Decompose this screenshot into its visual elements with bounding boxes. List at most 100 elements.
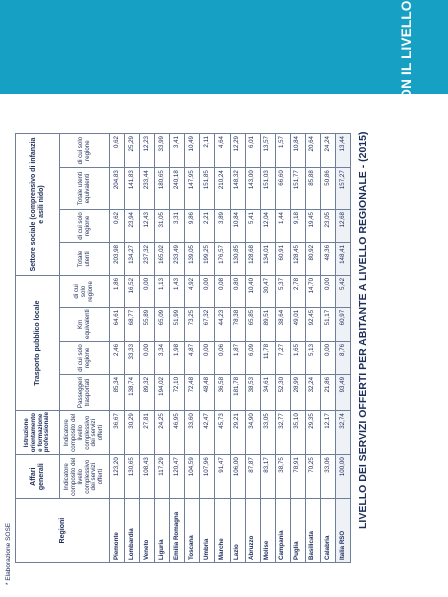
table-cell: 36,67 <box>109 410 125 455</box>
table-cell: 80,92 <box>305 242 321 276</box>
table-cell: 3,89 <box>214 209 230 243</box>
table-cell: 49,01 <box>290 307 306 342</box>
sub-header-1: Indicatore composito del livello comples… <box>59 410 110 455</box>
table-cell: 1,65 <box>290 341 306 375</box>
table-cell: 4,92 <box>184 275 200 308</box>
table-cell: 151,77 <box>290 167 306 210</box>
table-cell: 4,64 <box>214 133 230 168</box>
region-name: Liguria <box>154 498 170 563</box>
sub-header-row: Indicatore composito del livello comples… <box>59 133 110 563</box>
table-cell: 151,03 <box>260 167 276 210</box>
table-cell: 1,87 <box>230 341 246 375</box>
table-cell: 30,47 <box>260 275 276 308</box>
table-cell: 12,68 <box>335 209 351 243</box>
table-cell: 32,77 <box>275 410 291 455</box>
sub-header-2: Passeggeri trasportati <box>59 374 110 411</box>
header-sociale: Settore sociale (comprensivo di infanzia… <box>15 133 60 276</box>
table-cell: 151,85 <box>199 167 215 210</box>
table-cell: 100,00 <box>335 454 351 499</box>
table-row: Abruzzo 87,87 34,90 38,53 6,09 65,85 10,40 128,… <box>245 133 261 563</box>
table-cell: 123,20 <box>109 454 125 499</box>
table-cell: 128,68 <box>245 242 261 276</box>
table-cell: 91,47 <box>214 454 230 499</box>
table-cell: 38,64 <box>275 307 291 342</box>
table-cell: 134,27 <box>124 242 140 276</box>
table-body: Piemonte 123,20 36,67 85,34 2,46 64,61 1,86 203… <box>109 133 351 563</box>
table-cell: 233,44 <box>139 167 155 210</box>
table-cell: 66,60 <box>275 167 291 210</box>
table-row: Marche 91,47 45,73 36,58 0,06 44,23 0,08 176,57… <box>214 133 230 563</box>
table-cell: 0,00 <box>320 275 336 308</box>
table-cell: 5,13 <box>305 341 321 375</box>
region-name: Marche <box>214 498 230 563</box>
table-cell: 32,74 <box>335 410 351 455</box>
table-row: Puglia 78,91 35,10 28,99 1,65 49,01 2,78 128,45… <box>290 133 306 563</box>
region-name: Umbria <box>199 498 215 563</box>
table-cell: 104,59 <box>184 454 200 499</box>
table-cell: 143,00 <box>245 167 261 210</box>
table-cell: 139,05 <box>184 242 200 276</box>
table-cell: 107,96 <box>199 454 215 499</box>
table-cell: 0,06 <box>214 341 230 375</box>
table-cell: 48,48 <box>199 374 215 411</box>
table-cell: 55,89 <box>139 307 155 342</box>
sub-header-6: Totale utenti <box>59 242 110 276</box>
table-cell: 0,00 <box>320 341 336 375</box>
table-row: Lombardia 130,65 30,29 138,74 33,33 68,77 16,5… <box>124 133 140 563</box>
table-cell: 108,43 <box>139 454 155 499</box>
table-cell: 4,87 <box>184 341 200 375</box>
table-cell: 12,17 <box>320 410 336 455</box>
region-name: Molise <box>260 498 276 563</box>
table-cell: 64,61 <box>109 307 125 342</box>
table-cell: 11,78 <box>260 341 276 375</box>
table-cell: 2,11 <box>199 133 215 168</box>
table-cell: 0,00 <box>139 341 155 375</box>
table-cell: 1,57 <box>275 133 291 168</box>
table-cell: 9,86 <box>184 209 200 243</box>
table-cell: 78,38 <box>230 307 246 342</box>
table-cell: 42,47 <box>199 410 215 455</box>
region-name: Campania <box>275 498 291 563</box>
table-cell: 210,24 <box>214 167 230 210</box>
region-name: Piemonte <box>109 498 125 563</box>
table-cell: 12,29 <box>230 133 246 168</box>
table-cell: 16,52 <box>124 275 140 308</box>
table-cell: 23,05 <box>320 209 336 243</box>
sub-header-9: di cui solo regione <box>59 133 110 168</box>
table-cell: 3,31 <box>169 209 185 243</box>
table-cell: 30,29 <box>124 410 140 455</box>
table-row: Italia RSO 100,00 32,74 93,49 8,76 60,97 5,42 1… <box>335 133 351 563</box>
table-cell: 120,47 <box>169 454 185 499</box>
table-cell: 6,09 <box>245 341 261 375</box>
table-cell: 5,37 <box>275 275 291 308</box>
sub-header-0: Indicatore composito del livello comples… <box>59 454 110 499</box>
sub-header-4: Km equivalenti <box>59 307 110 342</box>
table-cell: 27,81 <box>139 410 155 455</box>
table-cell: 0,08 <box>214 275 230 308</box>
table-cell: 134,01 <box>260 242 276 276</box>
table-cell: 33,60 <box>184 410 200 455</box>
table-cell: 237,32 <box>139 242 155 276</box>
table-row: Emilia Romagna 120,47 46,95 72,10 1,98 51,99 1… <box>169 133 185 563</box>
table-cell: 10,49 <box>184 133 200 168</box>
table-cell: 10,40 <box>245 275 261 308</box>
table-cell: 48,36 <box>320 242 336 276</box>
region-name: Calabria <box>320 498 336 563</box>
table-cell: 5,41 <box>245 209 261 243</box>
table-title: LIVELLO DEI SERVIZI OFFERTI PER ABITANTE… <box>357 131 369 529</box>
table-cell: 138,74 <box>124 374 140 411</box>
table-cell: 28,99 <box>290 374 306 411</box>
table-cell: 1,43 <box>169 275 185 308</box>
table-cell: 24,25 <box>154 410 170 455</box>
table-cell: 1,86 <box>109 275 125 308</box>
table-cell: 19,45 <box>305 209 321 243</box>
region-name: Lazio <box>230 498 246 563</box>
table-cell: 32,24 <box>305 374 321 411</box>
table-cell: 12,23 <box>139 133 155 168</box>
region-name: Emilia Romagna <box>169 498 185 563</box>
table-cell: 8,76 <box>335 341 351 375</box>
sose-logo: ≷ SOSE <box>404 497 436 579</box>
table-cell: 34,90 <box>245 410 261 455</box>
sub-header-5: di cui solo regione <box>59 275 110 308</box>
